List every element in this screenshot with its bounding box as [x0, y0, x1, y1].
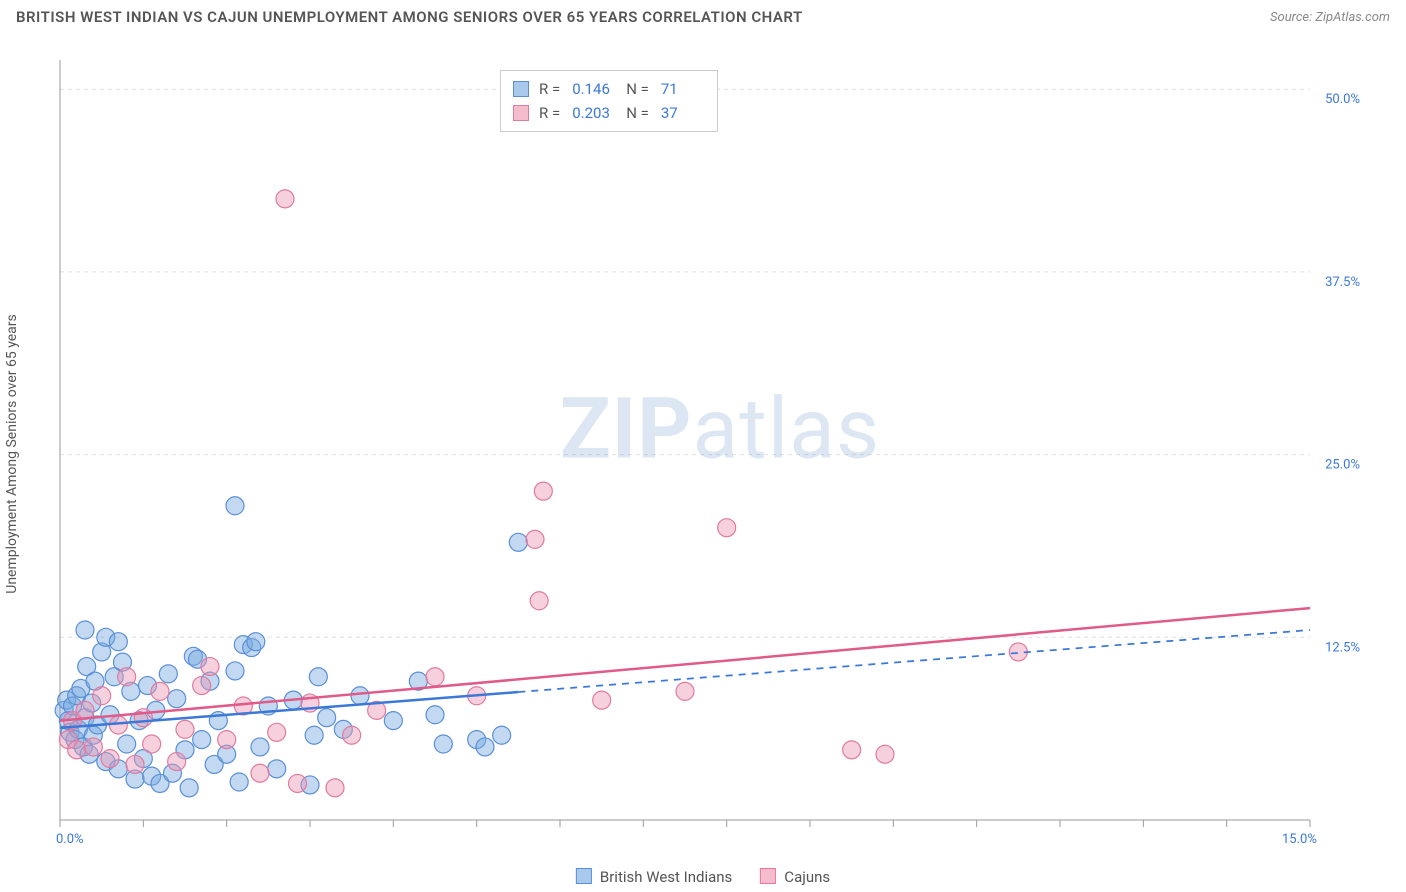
legend-swatch — [513, 81, 529, 97]
legend-label: British West Indians — [600, 868, 732, 886]
svg-text:37.5%: 37.5% — [1325, 275, 1360, 290]
legend-label: Cajuns — [784, 868, 830, 886]
stats-row: R = 0.203 N = 37 — [513, 101, 705, 125]
r-value: 0.146 — [572, 77, 616, 101]
n-label: N = — [626, 77, 649, 101]
x-axis-max-label: 15.0% — [1282, 832, 1317, 847]
chart-plot-area: 12.5%25.0%37.5%50.0% ZIPatlas R =0.146N … — [50, 40, 1390, 850]
r-label: R = — [539, 77, 560, 101]
r-value: 0.203 — [572, 101, 616, 125]
n-label: N = — [626, 101, 649, 125]
chart-title: BRITISH WEST INDIAN VS CAJUN UNEMPLOYMEN… — [16, 8, 803, 26]
scatter-chart-svg: 12.5% 25.0% 37.5% 50.0% — [50, 40, 1370, 840]
stats-row: R = 0.146 N = 71 — [513, 77, 705, 101]
n-value: 71 — [661, 77, 705, 101]
correlation-stats-box: R = 0.146 N = 71 R = 0.203 N = 37 — [500, 70, 718, 132]
r-label: R = — [539, 101, 560, 125]
legend-swatch — [513, 105, 529, 121]
source-attribution: Source: ZipAtlas.com — [1270, 10, 1390, 25]
y-axis-label: Unemployment Among Seniors over 65 years — [4, 314, 20, 594]
legend-item: Cajuns — [760, 868, 830, 886]
svg-text:12.5%: 12.5% — [1325, 640, 1360, 655]
legend-swatch — [760, 868, 776, 884]
svg-text:25.0%: 25.0% — [1325, 458, 1360, 473]
series-legend: British West Indians Cajuns — [576, 868, 830, 886]
svg-text:50.0%: 50.0% — [1325, 92, 1360, 107]
x-axis-origin-label: 0.0% — [56, 832, 84, 847]
legend-swatch — [576, 868, 592, 884]
legend-item: British West Indians — [576, 868, 732, 886]
n-value: 37 — [661, 101, 705, 125]
